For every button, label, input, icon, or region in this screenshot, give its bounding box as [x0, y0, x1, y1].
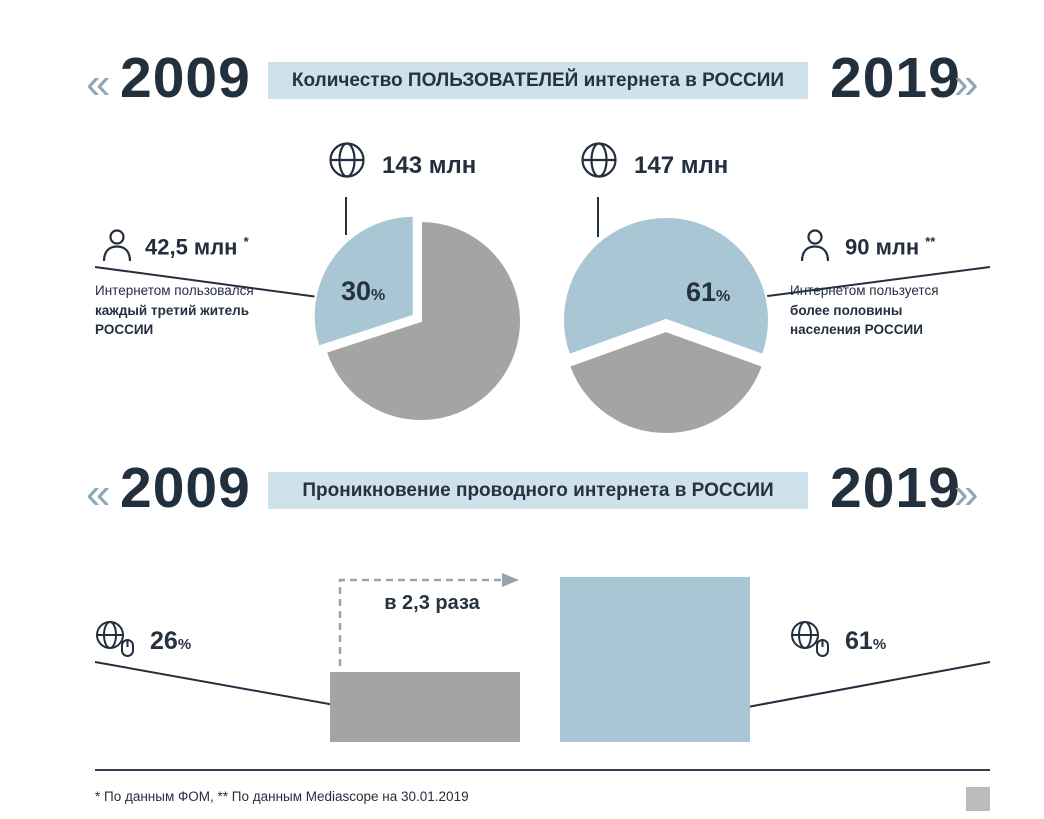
note-2019-line1: Интернетом пользуется — [790, 283, 939, 298]
growth-ratio-label: в 2,3 раза — [384, 592, 480, 614]
users-2019-footnote-mark: ** — [925, 234, 936, 249]
bar-2009-percent-value: 26 — [150, 627, 178, 655]
bar-2019 — [560, 577, 750, 742]
person-icon-2019 — [798, 227, 832, 263]
left-guillemet-1: « — [86, 59, 111, 108]
population-2019-label: 147 млн — [634, 152, 729, 179]
users-2019-value: 90 млн — [845, 234, 920, 260]
pie-2009-percent-sign: % — [371, 287, 386, 304]
note-2009-line3: РОССИИ — [95, 322, 154, 338]
section2-title-banner: Проникновение проводного интернета в РОС… — [268, 472, 808, 509]
bar-2019-percent-label: 61% — [845, 627, 886, 656]
bar-2009 — [330, 671, 520, 742]
year-2019-bottom: 2019 — [830, 456, 961, 520]
footer-sources-note: * По данным ФОМ, ** По данным Mediascope… — [95, 789, 469, 804]
bar-2009-percent-sign: % — [177, 636, 192, 653]
wired-internet-icon-2019 — [788, 618, 832, 658]
pie-2019-percent-sign: % — [716, 288, 731, 305]
users-2019-label: 90 млн ** — [845, 234, 935, 260]
pie-2019-percent-value: 61 — [686, 277, 717, 307]
pie-2009-percent-value: 30 — [341, 276, 372, 306]
note-2009-line2: каждый третий житель — [95, 302, 249, 318]
users-2009-footnote-mark: * — [243, 234, 249, 249]
note-2009-line1: Интернетом пользовался — [95, 283, 254, 298]
note-2019-line3: населения РОССИИ — [790, 322, 923, 338]
left-guillemet-2: « — [86, 469, 111, 518]
pie-2009-slice-users — [312, 214, 415, 348]
year-2019-top: 2019 — [830, 46, 961, 110]
note-2019-line2: более половины — [790, 302, 903, 318]
right-guillemet-1: » — [954, 59, 979, 108]
footer-square-mark — [966, 787, 990, 811]
pie-2019-slice-rest — [567, 329, 765, 435]
year-2009-top: 2009 — [120, 46, 251, 110]
globe-icon-2009 — [326, 139, 368, 181]
pie-chart-2019 — [562, 216, 770, 435]
pie-2019-slice-users — [562, 216, 770, 357]
growth-arrow-head — [502, 573, 519, 587]
bar-2019-percent-value: 61 — [845, 627, 873, 655]
pie-chart-2009 — [312, 214, 522, 422]
users-2009-value: 42,5 млн — [145, 234, 238, 260]
year-2009-bottom: 2009 — [120, 456, 251, 520]
pie-2009-pointer-line — [345, 197, 347, 235]
globe-icon-2019 — [578, 139, 620, 181]
note-2019: Интернетом пользуется более половины нас… — [790, 281, 1005, 340]
pie-2009-slice-rest — [324, 219, 522, 422]
footer-divider — [95, 769, 990, 771]
right-guillemet-2: » — [954, 469, 979, 518]
pie-2019-percent-label: 61% — [686, 277, 730, 308]
bar-2019-percent-sign: % — [872, 636, 887, 653]
section1-title-banner: Количество ПОЛЬЗОВАТЕЛЕЙ интернета в РОС… — [268, 62, 808, 99]
wired-internet-icon-2009 — [93, 618, 137, 658]
note-2009: Интернетом пользовался каждый третий жит… — [95, 281, 305, 340]
population-2009-label: 143 млн — [382, 152, 477, 179]
users-2009-label: 42,5 млн * — [145, 234, 249, 260]
bar-2009-percent-label: 26% — [150, 627, 191, 656]
pie-2009-percent-label: 30% — [341, 276, 385, 307]
person-icon-2009 — [100, 227, 134, 263]
pie-2019-pointer-line — [597, 197, 599, 237]
